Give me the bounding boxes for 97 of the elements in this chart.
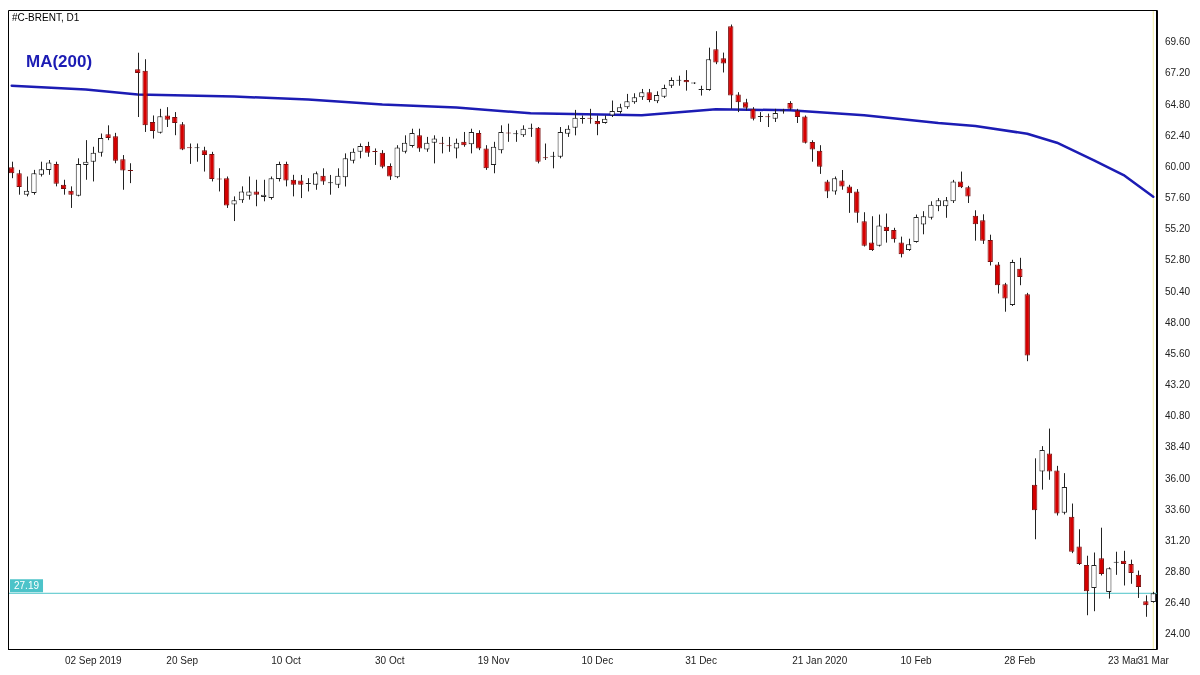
candlestick	[179, 121, 185, 151]
candlestick	[90, 146, 96, 182]
candlestick	[1106, 566, 1112, 600]
y-tick-label: 50.40	[1164, 285, 1191, 297]
y-tick-label: 55.20	[1164, 223, 1191, 235]
candlestick	[817, 144, 823, 175]
candlestick	[1017, 257, 1023, 286]
ref-line-label: 27.19	[14, 579, 40, 591]
series-label: MA(200)	[26, 51, 93, 71]
candlestick	[201, 146, 208, 173]
candlestick	[913, 214, 919, 244]
candlestick	[1002, 282, 1008, 313]
candlestick	[283, 161, 289, 187]
x-tick-label: 02 Sep 2019	[64, 654, 123, 666]
chart-title: #C-BRENT, D1	[12, 11, 80, 23]
y-tick-label: 38.40	[1164, 441, 1191, 453]
candlestick	[149, 114, 156, 140]
candlestick	[97, 133, 104, 158]
y-tick-label: 43.20	[1164, 379, 1191, 391]
candlestick	[950, 179, 956, 204]
candlestick	[1128, 559, 1134, 585]
x-tick-label: 31 Mar	[1137, 654, 1170, 666]
y-tick-label: 26.40	[1164, 597, 1191, 609]
y-tick-label: 33.60	[1164, 503, 1191, 515]
candlestick	[579, 114, 586, 125]
candlestick	[824, 179, 830, 199]
candlestick	[157, 108, 163, 135]
candlestick	[68, 185, 74, 209]
candlestick	[290, 174, 297, 197]
candlestick	[483, 144, 489, 171]
candlestick	[987, 234, 993, 266]
candlestick	[31, 169, 37, 196]
x-tick-label: 10 Dec	[581, 654, 614, 666]
candlestick	[498, 124, 504, 154]
y-tick-label: 52.80	[1164, 254, 1191, 266]
candlestick	[253, 179, 259, 207]
candlestick	[572, 109, 578, 136]
x-tick-label: 19 Nov	[477, 654, 510, 666]
y-tick-label: 31.20	[1164, 534, 1191, 546]
x-tick-label: 30 Oct	[375, 654, 405, 666]
candlestick	[53, 161, 59, 187]
candlestick	[839, 169, 845, 191]
candlestick	[335, 167, 341, 189]
x-tick-label: 23 Mar	[1108, 654, 1140, 666]
candlestick	[557, 126, 563, 159]
candlestick	[120, 154, 126, 191]
y-tick-label: 48.00	[1164, 316, 1191, 328]
candlestick	[135, 52, 141, 118]
candlestick	[1061, 472, 1067, 515]
candlestick	[112, 132, 119, 164]
x-tick-label: 10 Feb	[900, 654, 933, 666]
candlestick	[862, 211, 866, 248]
y-tick-label: 57.60	[1164, 192, 1191, 204]
candlestick	[735, 91, 741, 113]
y-tick-label: 64.80	[1164, 98, 1191, 110]
candlestick	[981, 213, 985, 245]
candlestick	[1098, 527, 1105, 576]
y-tick-label: 45.60	[1164, 347, 1191, 359]
candlestick	[83, 139, 89, 181]
y-tick-label: 60.00	[1164, 160, 1191, 172]
x-tick-label: 28 Feb	[1004, 654, 1036, 666]
y-tick-label: 36.00	[1164, 472, 1191, 484]
candlestick	[720, 52, 726, 73]
x-tick-label: 10 Oct	[271, 654, 301, 666]
candlestick	[246, 176, 252, 201]
y-tick-label: 69.60	[1164, 36, 1191, 48]
candlestick	[757, 111, 764, 123]
y-tick-label: 40.80	[1164, 410, 1191, 422]
candlestick	[713, 30, 719, 65]
candlestick	[994, 261, 1001, 295]
candlestick	[172, 111, 178, 136]
candlestick	[379, 149, 386, 169]
candlestick	[1046, 428, 1053, 481]
candlestick	[268, 176, 274, 201]
candlestick	[231, 195, 237, 222]
candlestick	[1039, 445, 1045, 491]
candlestick	[943, 196, 949, 219]
y-tick-label: 24.00	[1164, 628, 1191, 640]
candlestick	[16, 169, 22, 196]
y-tick-label: 28.80	[1164, 566, 1191, 578]
y-tick-label: 67.20	[1164, 67, 1191, 79]
candlestick	[342, 152, 348, 187]
candlestick	[876, 214, 882, 248]
candlestick	[1076, 528, 1082, 566]
candlestick	[164, 106, 171, 128]
candlestick	[1091, 552, 1097, 612]
candlestick	[209, 151, 215, 182]
candlestick	[401, 134, 408, 154]
x-tick-label: 31 Dec	[685, 654, 717, 666]
candlestick	[312, 171, 319, 191]
x-tick-label: 21 Jan 2020	[792, 654, 848, 666]
candlestick	[854, 188, 860, 224]
x-tick-label: 20 Sep	[166, 654, 199, 666]
y-tick-label: 62.40	[1164, 129, 1191, 141]
candlestick	[409, 128, 415, 149]
candlestick	[928, 200, 934, 220]
candlestick	[1143, 594, 1149, 618]
